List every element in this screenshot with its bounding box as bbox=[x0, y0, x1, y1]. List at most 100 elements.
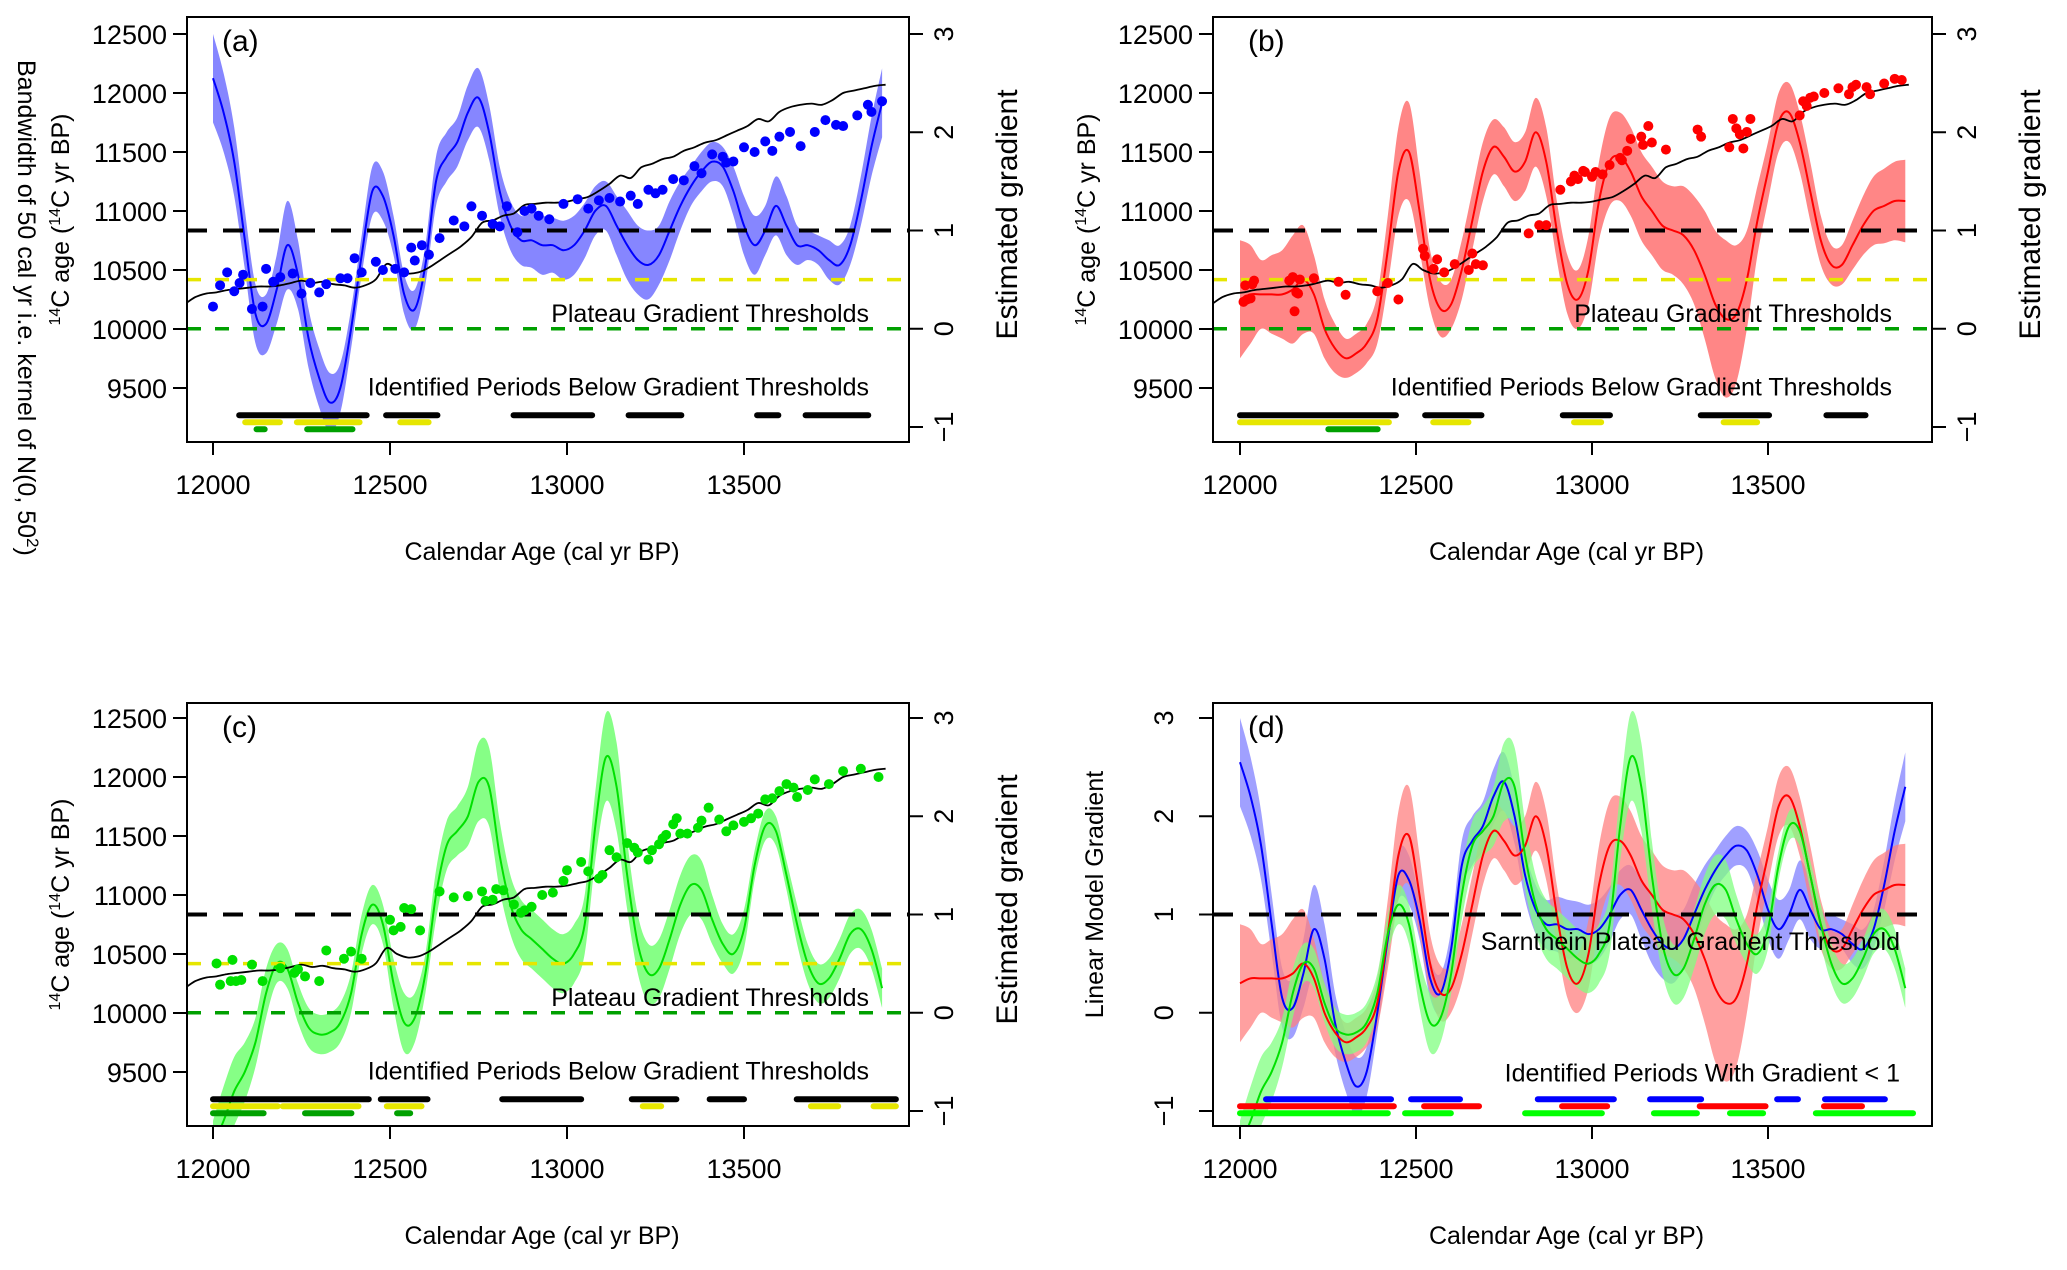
data-point bbox=[261, 263, 272, 274]
data-point bbox=[1289, 306, 1300, 317]
data-point bbox=[866, 106, 877, 117]
data-point bbox=[1372, 286, 1383, 297]
y-left-axis-title: 14C age (14C yr BP) bbox=[47, 113, 75, 325]
data-point bbox=[1541, 220, 1552, 231]
data-point bbox=[512, 227, 523, 238]
y-right-tick-label: 3 bbox=[929, 26, 959, 41]
y-left-title-sup: 14 bbox=[1073, 308, 1090, 326]
data-point bbox=[1449, 259, 1460, 270]
data-point bbox=[1572, 174, 1583, 185]
data-point bbox=[689, 161, 700, 172]
y-left-tick-label: 10000 bbox=[92, 315, 167, 345]
data-point bbox=[823, 779, 834, 790]
y-right-tick-label: 2 bbox=[1952, 125, 1982, 140]
y-left-tick-label: 12000 bbox=[92, 79, 167, 109]
data-point bbox=[1625, 134, 1636, 145]
data-point bbox=[767, 793, 778, 804]
data-point bbox=[314, 287, 325, 298]
data-point bbox=[1293, 288, 1304, 299]
y-left-title-post: C yr BP) bbox=[47, 798, 75, 892]
x-axis-title: Calendar Age (cal yr BP) bbox=[404, 1222, 679, 1250]
data-point bbox=[1333, 276, 1344, 287]
data-point bbox=[1523, 228, 1534, 239]
data-point bbox=[572, 194, 583, 205]
data-point bbox=[1432, 254, 1443, 265]
data-point bbox=[246, 959, 257, 970]
data-point bbox=[1294, 274, 1305, 285]
data-point bbox=[838, 766, 849, 777]
data-point bbox=[338, 953, 349, 964]
data-point bbox=[661, 829, 672, 840]
data-point bbox=[305, 277, 316, 288]
data-point bbox=[434, 886, 445, 897]
data-point bbox=[533, 210, 544, 221]
data-point bbox=[1738, 143, 1749, 154]
data-point bbox=[257, 976, 268, 987]
data-point bbox=[1638, 139, 1649, 150]
periods-annotation: Identified Periods Below Gradient Thresh… bbox=[368, 374, 869, 402]
y-left-tick-label: 11000 bbox=[1120, 197, 1193, 227]
x-tick-label: 12500 bbox=[352, 1154, 427, 1184]
y-right-tick-label: 3 bbox=[1952, 26, 1982, 41]
plot-area bbox=[187, 34, 909, 432]
data-point bbox=[508, 899, 519, 910]
data-point bbox=[785, 126, 796, 137]
y-left-title-main: C age ( bbox=[1073, 225, 1101, 308]
data-point bbox=[501, 201, 512, 212]
gradient-line-blue bbox=[1239, 761, 1907, 1088]
data-point bbox=[668, 174, 679, 185]
data-point bbox=[562, 865, 572, 876]
data-point bbox=[774, 131, 785, 142]
gradient-band-red bbox=[1240, 765, 1906, 1082]
y-right-axis-title: Estimated gradient bbox=[991, 774, 1024, 1025]
data-point bbox=[415, 925, 426, 936]
y-left-title-main: C age ( bbox=[47, 225, 75, 308]
x-axis-title: Calendar Age (cal yr BP) bbox=[1429, 538, 1704, 566]
periods-annotation: Identified Periods Below Gradient Thresh… bbox=[368, 1058, 869, 1086]
x-tick-label: 12000 bbox=[1202, 470, 1277, 500]
y-left-axis-title: 14C age (14C yr BP) bbox=[47, 798, 75, 1010]
data-point bbox=[1428, 263, 1439, 274]
data-point bbox=[292, 964, 303, 975]
data-point bbox=[558, 198, 569, 209]
data-point bbox=[558, 875, 569, 886]
y-right-tick-label: 2 bbox=[929, 809, 959, 824]
gradient-line-red bbox=[1239, 794, 1906, 1044]
data-point bbox=[760, 136, 771, 147]
data-point bbox=[1534, 220, 1545, 231]
y-left-title-sup2: 14 bbox=[47, 893, 64, 911]
data-point bbox=[257, 301, 268, 312]
data-point bbox=[622, 838, 633, 849]
plot-area bbox=[187, 711, 909, 1126]
data-point bbox=[1646, 137, 1657, 148]
y-left-tick-label: 10500 bbox=[1118, 256, 1193, 286]
data-point bbox=[1463, 265, 1474, 275]
x-tick-label: 13000 bbox=[1554, 470, 1629, 500]
calibration-curve bbox=[1213, 83, 1909, 305]
calibration-curve bbox=[187, 83, 886, 304]
data-point bbox=[696, 815, 707, 826]
data-point bbox=[643, 854, 654, 865]
data-point bbox=[1477, 260, 1488, 271]
data-point bbox=[296, 288, 307, 299]
data-point bbox=[1340, 289, 1351, 300]
y-left-tick-label: 11500 bbox=[1120, 138, 1193, 168]
y-left-title-post: C yr BP) bbox=[47, 113, 75, 207]
y-left-tick-label: 11000 bbox=[94, 881, 167, 911]
data-point bbox=[721, 826, 732, 837]
x-tick-label: 13000 bbox=[529, 470, 604, 500]
data-point bbox=[657, 184, 668, 195]
y-left-title-sup: 14 bbox=[47, 993, 64, 1011]
x-axis-title: Calendar Age (cal yr BP) bbox=[1429, 1222, 1704, 1250]
panel-label: (d) bbox=[1248, 711, 1285, 744]
data-point bbox=[215, 979, 226, 990]
y-right-tick-label: 0 bbox=[1952, 321, 1982, 336]
data-point bbox=[1579, 167, 1590, 178]
data-point bbox=[208, 301, 218, 312]
x-tick-label: 12000 bbox=[175, 1154, 250, 1184]
data-point bbox=[1851, 79, 1861, 90]
data-point bbox=[1616, 155, 1627, 166]
y-left-tick-label: 10500 bbox=[92, 256, 167, 286]
data-point bbox=[222, 267, 233, 278]
data-point bbox=[477, 886, 488, 897]
